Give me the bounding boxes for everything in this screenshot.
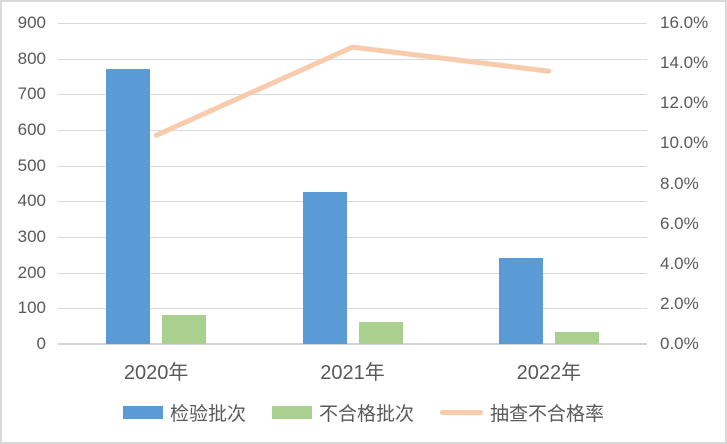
left-axis-tick: 500 xyxy=(17,155,46,175)
right-axis-tick: 12.0% xyxy=(660,93,709,113)
right-axis-tick: 4.0% xyxy=(660,253,699,273)
right-axis-tick: 2.0% xyxy=(660,293,699,313)
right-axis-tick: 6.0% xyxy=(660,213,699,233)
left-axis-tick: 300 xyxy=(17,227,46,246)
left-axis-tick: 800 xyxy=(17,48,46,68)
right-axis-tick: 0.0% xyxy=(660,334,699,353)
right-axis-tick: 14.0% xyxy=(660,53,709,73)
left-axis-tick: 0 xyxy=(36,334,46,353)
failure-rate-line xyxy=(153,44,552,138)
bar-inspection-batches-2022年 xyxy=(498,257,543,344)
grid-line xyxy=(58,130,647,131)
legend-label-failure-rate: 抽查不合格率 xyxy=(490,404,605,425)
legend-swatch-failed-batches xyxy=(271,406,312,419)
grid-line xyxy=(58,58,647,60)
legend-item-inspection-batches: 检验批次 xyxy=(122,399,246,426)
left-axis-tick: 900 xyxy=(17,13,46,32)
grid-line xyxy=(58,201,647,203)
legend-swatch-inspection-batches xyxy=(122,406,163,419)
rate-line-layer xyxy=(153,44,552,138)
legend-swatch-failure-rate xyxy=(440,410,483,415)
left-axis-tick: 600 xyxy=(17,120,46,139)
right-axis-tick: 16.0% xyxy=(660,13,709,32)
legend: 检验批次 不合格批次 抽查不合格率 xyxy=(0,399,727,426)
bar-failed-batches-2020年 xyxy=(162,315,207,344)
right-axis-tick: 8.0% xyxy=(660,173,699,193)
legend-label-inspection-batches: 检验批次 xyxy=(169,404,246,425)
x-axis-label: 2022年 xyxy=(516,362,582,384)
plot-area xyxy=(58,23,647,345)
bar-inspection-batches-2021年 xyxy=(302,191,347,344)
grid-line xyxy=(58,94,647,96)
grid-line xyxy=(58,23,647,24)
legend-label-failed-batches: 不合格批次 xyxy=(318,404,414,425)
legend-item-failure-rate: 抽查不合格率 xyxy=(440,399,604,426)
left-axis-tick: 100 xyxy=(17,298,46,318)
x-axis-label: 2020年 xyxy=(123,362,189,384)
grid-line xyxy=(58,165,647,167)
grid-line xyxy=(58,237,647,238)
grid-line xyxy=(58,272,647,274)
bar-inspection-batches-2020年 xyxy=(106,69,151,344)
x-axis-line xyxy=(58,343,647,345)
grid-line xyxy=(58,308,647,310)
left-axis-tick: 700 xyxy=(17,84,46,104)
bar-failed-batches-2021年 xyxy=(358,321,403,344)
legend-item-failed-batches: 不合格批次 xyxy=(271,399,414,426)
x-axis-label: 2021年 xyxy=(320,362,385,384)
left-axis-tick: 400 xyxy=(17,191,46,211)
bar-failed-batches-2022年 xyxy=(554,332,599,344)
right-axis-tick: 10.0% xyxy=(660,133,709,153)
left-axis-tick: 200 xyxy=(17,262,46,282)
